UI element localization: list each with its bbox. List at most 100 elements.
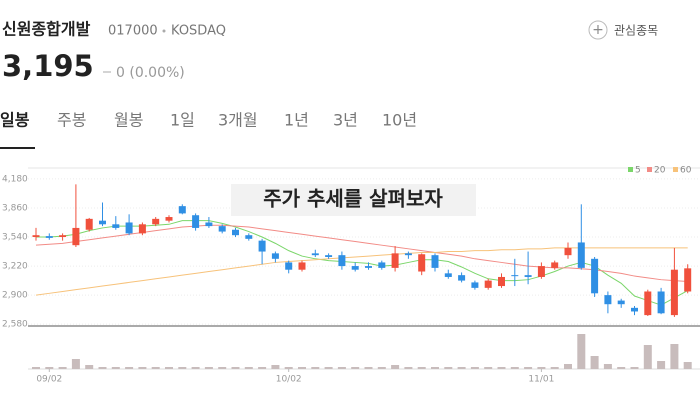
volume-bar xyxy=(484,367,493,369)
volume-bar xyxy=(231,367,240,369)
volume-bar xyxy=(643,345,652,369)
legend-label: 5 xyxy=(635,166,641,176)
candle-body xyxy=(32,235,40,238)
volume-bar xyxy=(590,356,599,369)
tab[interactable]: 1일 xyxy=(170,111,195,130)
tab[interactable]: 주봉 xyxy=(57,111,86,130)
stock-name: 신원종합개발 xyxy=(2,20,91,39)
volume-bar xyxy=(444,367,453,369)
candle-body xyxy=(365,266,372,268)
volume-bar xyxy=(391,365,400,369)
volume-bar xyxy=(258,367,267,369)
candle-body xyxy=(205,222,213,227)
candle-body xyxy=(458,275,466,281)
volume-bar xyxy=(191,367,200,369)
watch-icon xyxy=(588,20,608,40)
volume-bar xyxy=(404,367,413,369)
y-tick-label: 4,180 xyxy=(2,174,28,184)
x-tick-label: 10/02 xyxy=(276,375,302,385)
volume-bar xyxy=(351,367,360,369)
volume-bar xyxy=(71,359,80,369)
tab[interactable]: 월봉 xyxy=(114,111,143,130)
volume-bar xyxy=(324,367,333,369)
y-tick-label: 2,900 xyxy=(2,291,28,301)
candle-body xyxy=(498,276,505,287)
volume-bar xyxy=(125,367,134,369)
volume-bar xyxy=(337,367,346,369)
volume-bar xyxy=(165,367,173,369)
volume-bar xyxy=(683,362,692,369)
candle-body xyxy=(604,295,612,305)
volume-bar xyxy=(470,367,479,369)
candle-body xyxy=(391,253,399,268)
candle-body xyxy=(245,235,253,239)
candle-body xyxy=(338,255,346,267)
x-tick-label: 09/02 xyxy=(36,375,62,385)
candle-body xyxy=(45,236,53,238)
y-tick-label: 3,860 xyxy=(2,203,28,213)
volume-bar xyxy=(537,367,546,369)
x-tick-label: 11/01 xyxy=(528,375,554,385)
candle-body xyxy=(85,218,93,230)
candle-body xyxy=(112,224,120,228)
volume-bar xyxy=(364,367,373,369)
volume-bar xyxy=(431,367,439,369)
volume-bar xyxy=(45,367,54,369)
volume-bar xyxy=(138,367,147,369)
volume-bar xyxy=(617,367,626,369)
watch-label: 관심종목 xyxy=(614,24,658,38)
volume-bar xyxy=(178,367,187,369)
price-change: 0 (0.00%) xyxy=(116,65,185,81)
market: KOSDAQ xyxy=(171,24,226,39)
candle-body xyxy=(138,224,146,234)
tab[interactable]: 1년 xyxy=(284,111,309,130)
candle-body xyxy=(657,291,665,314)
candle-body xyxy=(378,262,386,268)
candle-body xyxy=(644,291,652,316)
candle-body xyxy=(591,258,599,294)
candle-body xyxy=(218,226,226,232)
annotation: 주가 추세를 살펴보자 xyxy=(263,187,443,211)
volume-bar xyxy=(111,367,120,369)
legend-label: 60 xyxy=(680,166,692,176)
tab[interactable]: 3개월 xyxy=(218,111,258,130)
candle-body xyxy=(178,206,186,214)
volume-bar xyxy=(284,367,293,369)
candle-body xyxy=(404,253,412,256)
candle-body xyxy=(524,275,532,277)
candle-body xyxy=(537,266,545,277)
price: 3,195 xyxy=(2,49,94,83)
legend-label: 20 xyxy=(654,166,666,176)
annotation-bg xyxy=(231,184,476,216)
candle-body xyxy=(444,273,452,277)
volume-bar xyxy=(85,365,94,369)
candle-body xyxy=(165,217,173,221)
candle-body xyxy=(564,247,572,256)
candle-body xyxy=(418,254,426,272)
volume-bar xyxy=(497,367,506,369)
candle-body xyxy=(617,300,625,305)
tab[interactable]: 일봉 xyxy=(0,111,30,130)
volume-bar xyxy=(98,367,107,369)
candle-body xyxy=(511,275,519,277)
candle-body xyxy=(72,227,80,246)
candle-body xyxy=(298,262,306,270)
stock-code: 017000 xyxy=(108,24,158,39)
watch-button[interactable]: + 관심종목 xyxy=(588,20,658,40)
y-tick-label: 3,540 xyxy=(2,233,28,243)
candle-body xyxy=(325,255,333,257)
candle-body xyxy=(311,253,319,256)
tab[interactable]: 3년 xyxy=(333,111,358,130)
candle-body xyxy=(125,222,133,234)
candle-body xyxy=(271,253,279,259)
volume-bar xyxy=(630,367,639,369)
ma-line xyxy=(35,224,688,283)
volume-bar xyxy=(271,365,280,369)
ma-line xyxy=(35,247,688,296)
volume-bar xyxy=(670,344,679,369)
candle-body xyxy=(152,218,160,225)
legend-swatch xyxy=(673,167,678,172)
tab[interactable]: 10년 xyxy=(382,111,417,130)
